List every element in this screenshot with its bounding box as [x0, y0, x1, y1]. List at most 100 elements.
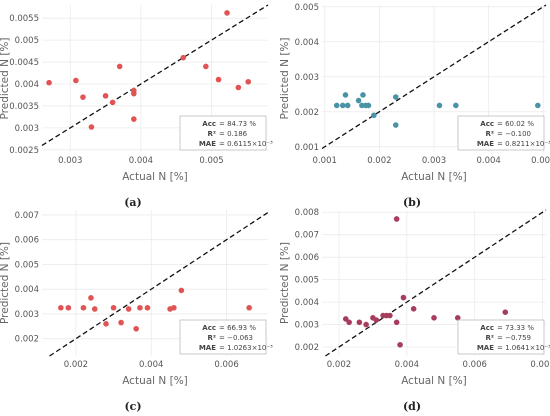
x-tick-label-d: 0.008: [530, 360, 550, 370]
data-point-d: [410, 306, 417, 312]
reference-line-b: [321, 4, 547, 150]
data-point-c: [103, 321, 109, 327]
metric-label-a: MAE: [199, 140, 216, 148]
data-point-a: [235, 84, 242, 91]
data-point-b: [355, 97, 362, 104]
metric-value-a: = 0.6115×10⁻³: [219, 140, 273, 148]
x-tick-label-d: 0.006: [463, 360, 487, 370]
x-tick-label-b: 0.004: [476, 156, 500, 166]
x-axis-label-b: Actual N [%]: [401, 171, 467, 183]
y-tick-label-a: 0.0045: [9, 58, 39, 68]
metric-label-a: Acc: [202, 120, 216, 128]
data-point-d: [346, 319, 352, 326]
y-axis-label-b: Predicted N [%]: [279, 38, 291, 120]
metric-value-d: = −0.759: [497, 334, 531, 342]
data-point-a: [109, 99, 116, 106]
panel-a: 0.003 0.004 0.005 0.0025 0.003 0.0035 0.004 0.0…: [0, 4, 273, 183]
data-point-d: [373, 317, 380, 323]
data-point-c: [133, 325, 139, 332]
data-point-c: [144, 304, 151, 311]
data-point-c: [91, 306, 98, 312]
data-point-c: [118, 319, 124, 326]
x-axis-label-c: Actual N [%]: [122, 375, 188, 387]
data-point-a: [180, 54, 187, 61]
data-point-b: [360, 92, 366, 98]
y-tick-label-b: 0.001: [295, 143, 319, 153]
metric-label-d: Acc: [480, 324, 494, 332]
metric-value-b: = 0.8211×10⁻³: [497, 140, 550, 148]
data-point-c: [125, 306, 132, 312]
data-point-a: [131, 90, 137, 97]
data-point-b: [436, 102, 443, 109]
panel-b: 0.001 0.002 0.003 0.004 0.005 0.001 0.002 0.003…: [279, 3, 550, 183]
data-point-b: [333, 102, 340, 109]
y-tick-label-c: 0.005: [15, 260, 39, 270]
y-axis-label-a: Predicted N [%]: [0, 38, 11, 120]
y-tick-label-a: 0.004: [15, 80, 39, 90]
x-tick-label-c: 0.002: [64, 360, 88, 370]
metric-value-a: = 0.186: [219, 130, 248, 138]
x-tick-label-a: 0.005: [199, 156, 223, 166]
y-tick-label-b: 0.005: [295, 3, 319, 13]
data-point-b: [342, 92, 349, 98]
data-point-c: [58, 304, 64, 311]
data-point-b: [365, 102, 372, 109]
panel-c: 0.002 0.004 0.006 0.002 0.003 0.004 0.005 0.006…: [0, 210, 273, 387]
data-point-c: [178, 287, 185, 294]
data-point-a: [73, 77, 79, 84]
metric-label-b: MAE: [477, 140, 494, 148]
x-tick-label-c: 0.004: [139, 360, 163, 370]
data-point-d: [431, 315, 437, 321]
data-point-a: [46, 79, 52, 86]
data-point-a: [102, 93, 109, 99]
data-point-d: [454, 315, 461, 321]
data-point-b: [535, 102, 541, 109]
data-point-a: [80, 94, 86, 100]
x-tick-label-d: 0.002: [327, 360, 351, 370]
metric-label-c: MAE: [199, 344, 216, 352]
metric-label-d: MAE: [477, 344, 494, 352]
y-tick-label-d: 0.008: [295, 208, 319, 218]
y-tick-label-d: 0.003: [295, 321, 319, 331]
y-tick-label-c: 0.007: [15, 211, 39, 221]
y-tick-label-d: 0.007: [295, 231, 319, 241]
data-point-a: [203, 63, 209, 70]
y-tick-label-b: 0.003: [295, 73, 319, 83]
metric-label-a: R²: [208, 130, 216, 138]
metric-label-c: R²: [208, 334, 216, 342]
data-point-b: [344, 102, 351, 109]
data-point-c: [65, 304, 72, 311]
metric-label-d: R²: [486, 334, 494, 342]
metric-label-b: R²: [486, 130, 494, 138]
metric-value-b: = −0.100: [497, 130, 531, 138]
caption-d: (d): [402, 400, 422, 413]
y-axis-label-d: Predicted N [%]: [279, 242, 291, 324]
caption-b: (b): [402, 196, 422, 209]
metric-value-d: = 73.33 %: [497, 324, 534, 332]
data-point-d: [397, 341, 403, 348]
y-axis-label-c: Predicted N [%]: [0, 242, 11, 324]
caption-a: (a): [124, 196, 142, 209]
y-tick-label-a: 0.0025: [9, 146, 39, 156]
x-axis-label-d: Actual N [%]: [401, 375, 467, 387]
data-point-d: [502, 309, 509, 316]
data-point-c: [80, 304, 87, 311]
data-point-b: [371, 112, 377, 119]
metrics-box-b: [457, 115, 545, 151]
y-tick-label-c: 0.006: [15, 236, 39, 246]
x-tick-label-b: 0.005: [531, 156, 550, 166]
y-tick-label-a: 0.0055: [9, 14, 39, 24]
y-tick-label-c: 0.002: [15, 335, 39, 345]
data-point-d: [342, 316, 349, 322]
x-tick-label-b: 0.003: [422, 156, 446, 166]
reference-line-d: [325, 209, 547, 357]
data-point-d: [356, 319, 363, 326]
data-point-a: [88, 124, 95, 130]
data-point-b: [453, 102, 459, 109]
metric-value-c: = 1.0263×10⁻³: [219, 344, 273, 352]
metric-label-c: Acc: [202, 324, 216, 332]
metrics-box-d: [457, 319, 545, 355]
y-tick-label-d: 0.002: [295, 343, 319, 353]
panel-d: 0.002 0.004 0.006 0.008 0.002 0.003 0.004 0.005…: [279, 208, 550, 387]
